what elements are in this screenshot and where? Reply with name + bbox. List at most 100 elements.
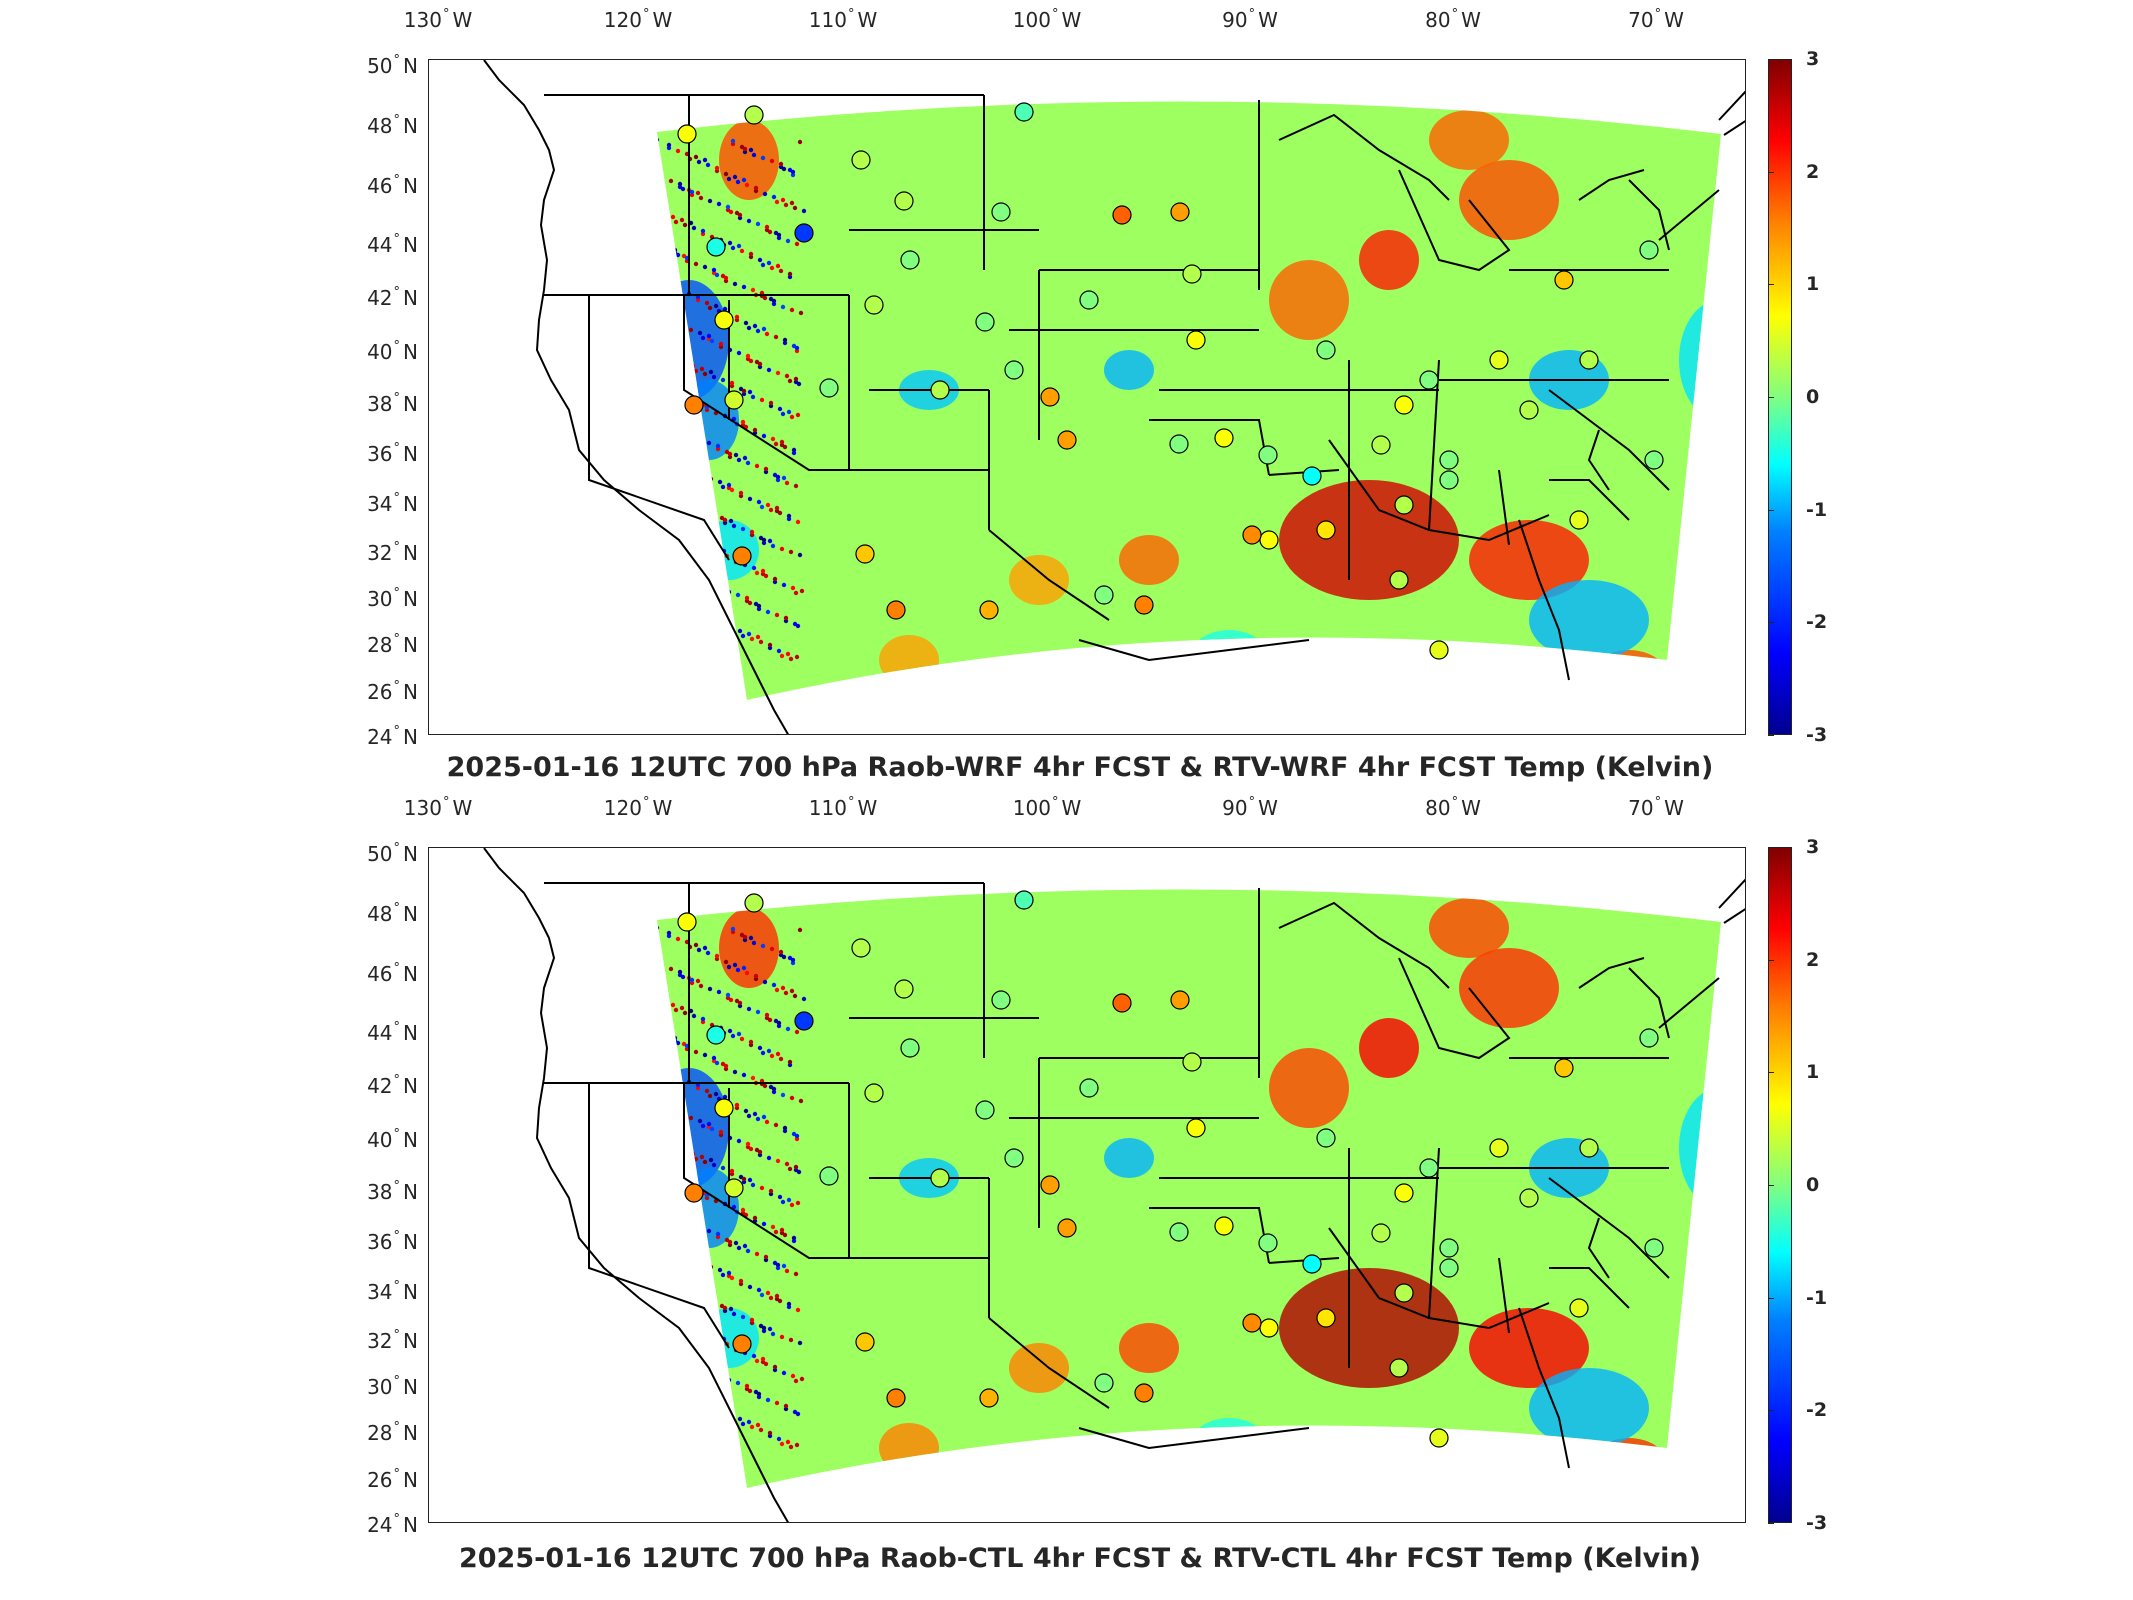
noise-point [767,229,773,235]
noise-point [719,1407,725,1413]
noise-point [702,157,708,163]
noise-point [791,1235,797,1241]
longitude-label: 130° W [403,795,473,820]
noise-point [669,563,675,569]
field-blob [699,520,759,580]
noise-point [715,443,721,449]
noise-point [701,1401,707,1407]
noise-point [754,1251,760,1257]
panel-title: 2025-01-16 12UTC 700 hPa Raob-CTL 4hr FC… [458,1543,1701,1574]
noise-point [658,313,664,319]
colorbar-tick-mark [1768,284,1774,286]
noise-point [774,987,780,993]
noise-point [717,479,723,485]
noise-point [680,186,686,192]
field-blob [1104,350,1154,390]
noise-point [676,423,682,429]
raob-station [1214,428,1234,448]
noise-point [709,1126,715,1132]
noise-point [771,1086,777,1092]
noise-point [683,500,689,506]
noise-point [760,568,766,574]
noise-point [762,191,768,197]
latitude-label: 34° N [367,491,418,516]
noise-point [726,482,732,488]
noise-point [770,436,776,442]
noise-point [770,1224,776,1230]
noise-point [702,371,708,377]
colorbar-tick-mark [1768,959,1774,961]
noise-point [759,397,765,403]
noise-point [674,494,680,500]
longitude-label: 80° W [1425,7,1481,32]
noise-point [727,451,733,457]
noise-point [673,528,679,534]
map-svg [483,848,1745,1522]
field-blob [1009,555,1069,605]
noise-point [705,162,711,168]
raob-station [1554,270,1574,290]
noise-point [770,1331,776,1337]
noise-point [764,1012,770,1018]
noise-point [711,1055,717,1061]
noise-point [691,225,697,231]
latitude-label: 48° N [367,901,418,926]
noise-point [781,1370,787,1376]
noise-point [795,519,801,525]
noise-point [702,264,708,270]
noise-point [685,1324,691,1330]
raob-station [1112,993,1132,1013]
noise-point [689,189,695,195]
noise-point [680,599,686,605]
field-blob [719,908,779,988]
raob-station [894,979,914,999]
noise-point [781,1263,787,1269]
noise-point [677,288,683,294]
noise-point [794,241,800,247]
state-boundary [1398,169,1511,272]
raob-station [855,1332,875,1352]
noise-point [790,169,796,175]
state-boundary [1628,179,1670,251]
noise-point [765,1397,771,1403]
noise-point [702,1052,708,1058]
noise-point [717,1374,723,1380]
colorbar-tick-label: -1 [1806,1286,1828,1309]
noise-point [683,1288,689,1294]
noise-point [701,506,707,512]
field-blob [719,120,779,200]
noise-point [789,1095,795,1101]
field-blob [1429,898,1509,958]
noise-point [775,1262,781,1268]
noise-point [703,1434,709,1440]
noise-point [793,483,799,489]
noise-point [762,295,768,301]
noise-point [722,517,728,523]
noise-point [733,452,739,458]
state-boundary [1578,957,1645,989]
noise-point [711,374,717,380]
noise-point [710,509,716,515]
colorbar-tick-mark [1768,622,1774,624]
colorbar-tick-label: -1 [1806,498,1828,521]
noise-point [767,642,773,648]
noise-point [689,1393,695,1399]
noise-point [687,1253,693,1259]
noise-point [794,654,800,660]
noise-point [757,257,763,263]
noise-point [706,1335,712,1341]
raob-station [1169,1222,1189,1242]
colorbar-tick-label: 2 [1806,160,1820,183]
noise-point [780,1092,786,1098]
noise-point [659,1070,665,1076]
noise-point [795,1411,801,1417]
noise-point [674,1178,680,1184]
noise-point [704,1088,710,1094]
noise-point [659,963,665,969]
raob-station [1316,1128,1336,1148]
state-boundary [1548,389,1670,491]
noise-point [657,925,660,931]
noise-point [722,1094,728,1100]
noise-point [698,608,704,614]
noise-point [785,1439,791,1445]
